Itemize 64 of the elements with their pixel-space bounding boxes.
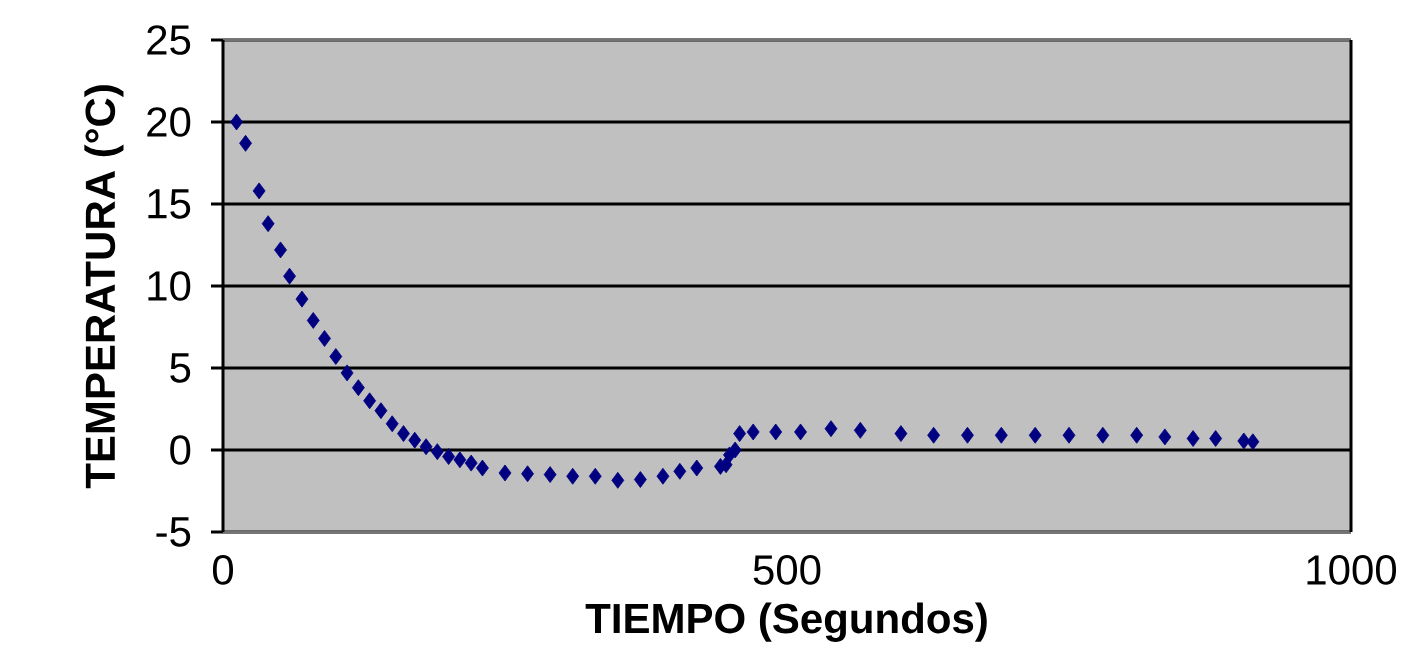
x-tick-label: 500 [753,555,821,585]
point [1209,430,1223,447]
point [464,454,478,472]
point [673,462,687,480]
point [543,466,557,483]
point [690,459,704,477]
point [430,443,444,461]
point [329,348,343,365]
point [239,134,252,152]
point [633,471,647,488]
point [769,423,783,441]
x-axis-title: TIEMPO (Segundos) [585,602,987,642]
point [521,465,534,483]
point [894,425,908,442]
point [1028,426,1042,444]
y-tick-label: 20 [147,107,191,137]
point [476,459,489,477]
point [1130,426,1144,444]
point [340,364,354,382]
point [588,467,602,485]
x-tick-label: 0 [212,555,234,585]
point [397,425,410,442]
point [746,423,760,441]
point [1186,430,1200,447]
point [274,241,287,259]
point [498,464,512,482]
point [363,392,377,410]
point [728,441,742,459]
point [408,431,422,449]
point [1096,426,1110,444]
y-tick-label: 0 [170,435,191,465]
point [611,471,625,489]
point [295,290,309,308]
point [252,182,266,200]
point [306,312,320,329]
point [994,426,1008,444]
point [318,330,331,347]
point [283,267,296,285]
y-tick-label: 5 [170,353,191,383]
point [374,402,388,420]
x-tick-label: 1000 [1307,555,1397,585]
point [656,467,670,485]
point [853,421,867,439]
point [1246,433,1260,451]
point [230,113,243,131]
point [794,423,807,441]
y-axis-title: TEMPERATURA (°C) [84,85,124,489]
point [453,451,467,469]
point [961,426,974,444]
y-tick-label: 10 [148,271,191,301]
y-tick-label: 25 [147,25,191,55]
point [824,420,838,438]
point [733,425,747,442]
point [261,215,275,233]
point [385,415,399,433]
point [1158,428,1172,446]
point [927,426,941,444]
y-tick-label: 15 [148,189,191,219]
point [566,467,580,485]
point [351,379,365,397]
point [442,448,455,465]
point [419,438,433,456]
point [1062,426,1076,444]
y-tick-label: -5 [156,517,191,547]
